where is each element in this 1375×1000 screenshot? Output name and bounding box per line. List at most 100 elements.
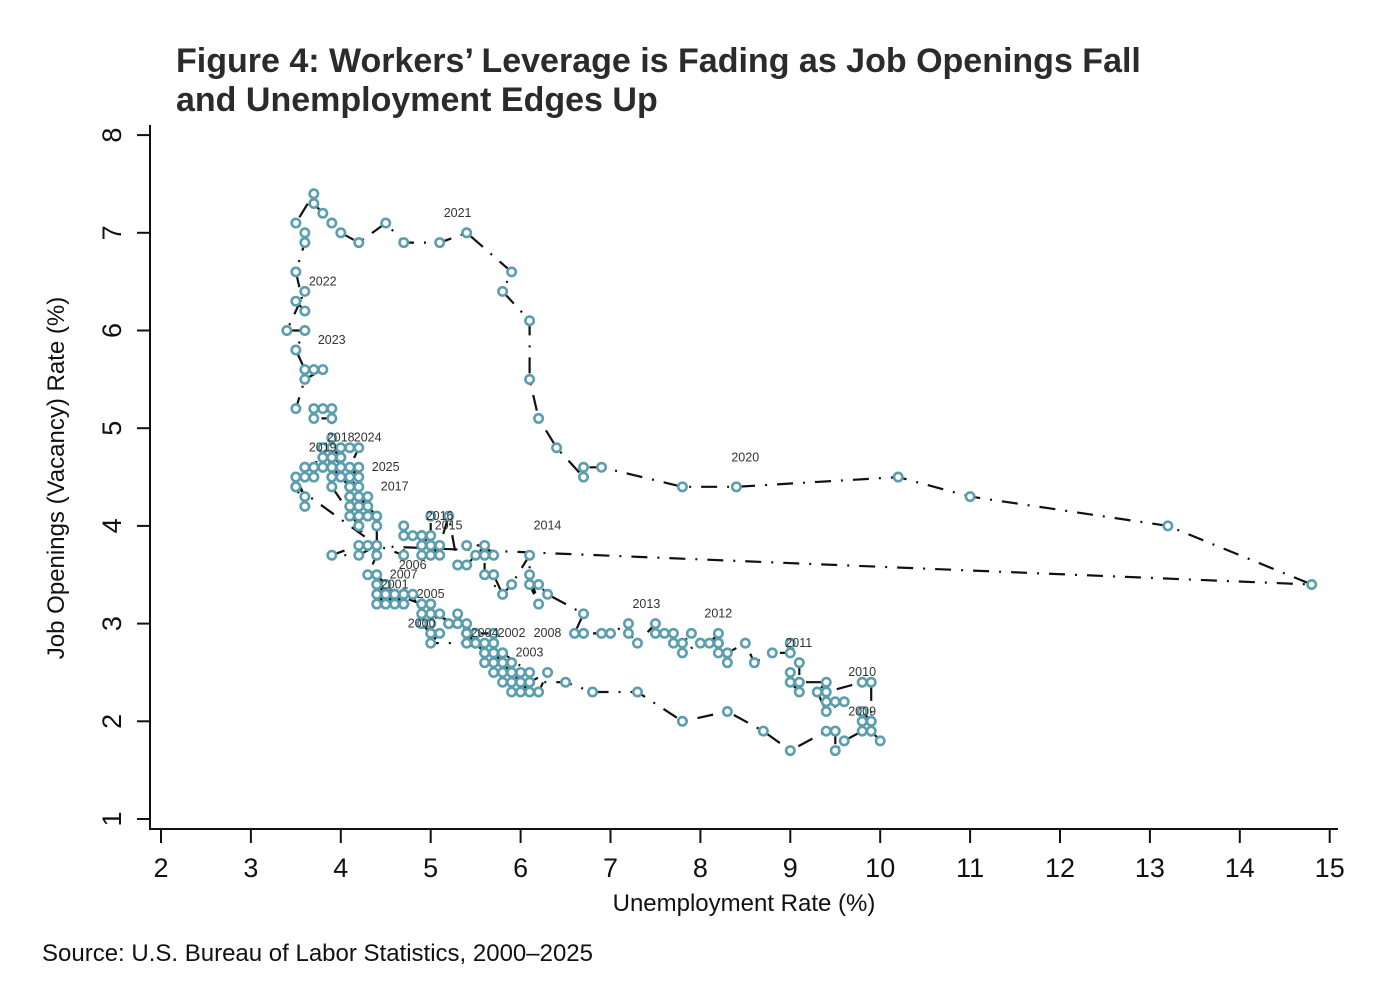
data-point (667, 627, 679, 639)
data-point (326, 452, 338, 464)
data-point (371, 579, 383, 591)
data-point (452, 608, 464, 620)
data-point (596, 461, 608, 473)
data-point (712, 647, 724, 659)
data-point (398, 520, 410, 532)
data-point (353, 481, 365, 493)
x-tick-label: 11 (956, 853, 984, 883)
data-point (452, 618, 464, 630)
data-point (380, 217, 392, 229)
data-point (425, 549, 437, 561)
data-point (299, 324, 311, 336)
year-label-2001: 2001 (381, 577, 409, 591)
data-point (712, 627, 724, 639)
year-label-2008: 2008 (534, 626, 562, 640)
data-point (434, 549, 446, 561)
data-point (551, 442, 563, 454)
data-point (829, 696, 841, 708)
data-point (578, 471, 590, 483)
year-label-2018: 2018 (327, 431, 355, 445)
data-point (488, 549, 500, 561)
year-label-2023: 2023 (318, 333, 346, 347)
data-point (533, 686, 545, 698)
data-point (820, 725, 832, 737)
data-point (425, 530, 437, 542)
data-point (353, 539, 365, 551)
data-point (694, 637, 706, 649)
data-point (407, 588, 419, 600)
data-point (308, 471, 320, 483)
data-point (290, 481, 302, 493)
data-point (631, 686, 643, 698)
data-point (317, 461, 329, 473)
x-tick-label: 2 (153, 853, 168, 883)
data-point (371, 549, 383, 561)
data-point (488, 627, 500, 639)
data-point (524, 579, 536, 591)
data-point (398, 549, 410, 561)
data-point (281, 324, 293, 336)
x-tick-label: 13 (1135, 853, 1165, 883)
data-point (362, 510, 374, 522)
data-point (290, 217, 302, 229)
data-point (290, 403, 302, 415)
data-point (739, 637, 751, 649)
chart-title-line-2: and Unemployment Edges Up (176, 81, 658, 119)
year-label-2012: 2012 (704, 607, 732, 621)
data-point (326, 481, 338, 493)
data-point (299, 500, 311, 512)
data-point (380, 579, 392, 591)
data-point (353, 237, 365, 249)
data-point (676, 637, 688, 649)
data-point (317, 452, 329, 464)
y-tick-label: 2 (97, 714, 127, 729)
data-point (667, 637, 679, 649)
data-point (497, 647, 509, 659)
data-point (506, 266, 518, 278)
data-point (461, 627, 473, 639)
data-point (649, 627, 661, 639)
data-point (829, 745, 841, 757)
data-point (793, 657, 805, 669)
data-point (299, 237, 311, 249)
data-point (344, 442, 356, 454)
data-point (371, 510, 383, 522)
data-point (524, 569, 536, 581)
data-point (344, 500, 356, 512)
data-point (784, 666, 796, 678)
data-point (434, 539, 446, 551)
data-point (506, 686, 518, 698)
data-point (1162, 520, 1174, 532)
data-point (497, 285, 509, 297)
data-point (838, 696, 850, 708)
data-point (793, 686, 805, 698)
x-axis-label: Unemployment Rate (%) (613, 890, 876, 917)
year-label-2024: 2024 (354, 431, 382, 445)
data-point (865, 715, 877, 727)
y-tick-label: 8 (97, 128, 127, 143)
data-point (506, 676, 518, 688)
data-point (676, 647, 688, 659)
data-point (479, 657, 491, 669)
data-point (371, 598, 383, 610)
data-point (308, 364, 320, 376)
data-point (488, 647, 500, 659)
data-point (308, 188, 320, 200)
data-point (461, 637, 473, 649)
data-point (344, 491, 356, 503)
data-point (856, 706, 868, 718)
data-point (506, 657, 518, 669)
y-axis-label: Job Openings (Vacancy) Rate (%) (43, 297, 70, 659)
data-point (676, 715, 688, 727)
data-point (649, 618, 661, 630)
x-tick-label: 10 (865, 853, 895, 883)
data-point (533, 598, 545, 610)
data-point (362, 539, 374, 551)
data-point (416, 598, 428, 610)
year-label-2019: 2019 (309, 441, 337, 455)
data-point (533, 579, 545, 591)
y-tick-label: 4 (97, 518, 127, 533)
data-point (488, 657, 500, 669)
data-point (326, 432, 338, 444)
data-point (461, 559, 473, 571)
